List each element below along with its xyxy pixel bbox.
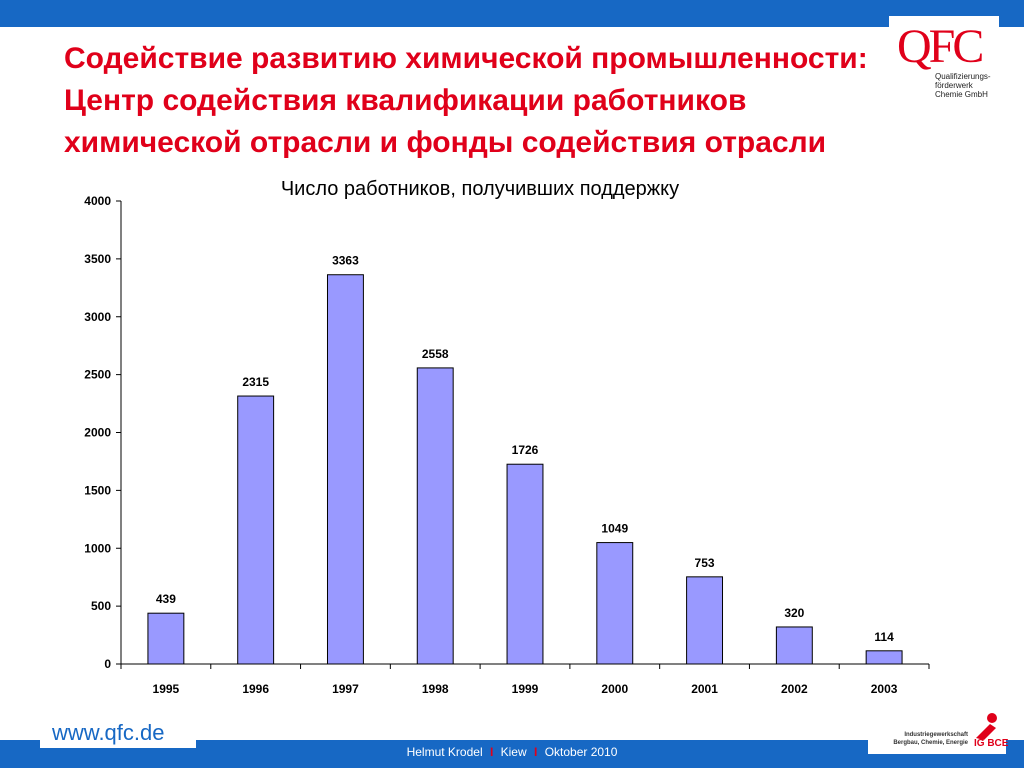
x-tick-label-1995: 1995	[153, 682, 180, 696]
bar-1999	[506, 463, 544, 665]
y-tick-label: 0	[104, 657, 111, 671]
qfc-logo-line-1: Qualifizierungs-	[935, 72, 991, 81]
data-label-2001: 753	[695, 556, 715, 570]
bar-2001	[686, 576, 724, 665]
y-tick-label: 3500	[84, 252, 111, 266]
data-label-1998: 2558	[422, 347, 449, 361]
data-label-1995: 439	[156, 592, 176, 606]
footer-date: Oktober 2010	[544, 745, 618, 759]
footer-city: Kiew	[500, 745, 527, 759]
union-name: Industriegewerkschaft Bergbau, Chemie, E…	[870, 731, 968, 747]
footer-credits: Helmut Krodel I Kiew I Oktober 2010	[0, 745, 1024, 759]
title-line-2: Центр содействия квалификации работников	[64, 84, 747, 117]
union-name-line-2: Bergbau, Chemie, Energie	[893, 740, 968, 746]
footer-separator-2: I	[534, 745, 538, 759]
footer-author: Helmut Krodel	[406, 745, 483, 759]
x-tick-label-2002: 2002	[781, 682, 808, 696]
top-bar	[0, 0, 1024, 27]
x-tick-label-2000: 2000	[601, 682, 628, 696]
title-line-1: Содействие развитию химической промышлен…	[64, 42, 868, 75]
footer-separator-1: I	[489, 745, 494, 759]
y-tick-label: 4000	[84, 194, 111, 208]
y-tick-label: 500	[91, 599, 111, 613]
bar-1998	[416, 367, 454, 665]
bar-chart: 0 500 1000 1500 2000 2500 3000 3500 4000 439 1995 2…	[84, 194, 930, 696]
union-abbreviation: IG BCE	[974, 738, 1009, 749]
chart-title: Число работников, получивших поддержку	[280, 178, 680, 200]
x-tick-label-1998: 1998	[422, 682, 449, 696]
data-label-2002: 320	[784, 606, 804, 620]
union-figure-icon	[976, 713, 997, 740]
qfc-logo: QFC Qualifizierungs- förderwerk Chemie G…	[889, 16, 999, 104]
qfc-logo-line-2: förderwerk	[935, 81, 973, 90]
y-tick-label: 1500	[84, 483, 111, 497]
qfc-logo-mark: QFC	[897, 20, 984, 73]
url-box	[40, 716, 196, 748]
bar-1997	[326, 274, 364, 665]
bar-2002	[775, 626, 813, 665]
data-label-1997: 3363	[332, 254, 359, 268]
y-tick-label: 2500	[84, 368, 111, 382]
data-label-1996: 2315	[242, 375, 269, 389]
x-tick-label-1996: 1996	[242, 682, 269, 696]
y-tick-label: 1000	[84, 541, 111, 555]
x-tick-label-1999: 1999	[512, 682, 539, 696]
website-link[interactable]: www.qfc.de	[52, 720, 165, 745]
qfc-logo-text: Qualifizierungs- förderwerk Chemie GmbH	[935, 72, 999, 99]
bar-2003	[865, 650, 903, 665]
data-label-2003: 114	[874, 630, 894, 644]
bar-1995	[147, 612, 185, 665]
bar-1996	[237, 395, 275, 665]
y-tick-label: 2000	[84, 426, 111, 440]
data-label-1999: 1726	[512, 443, 539, 457]
qfc-logo-line-3: Chemie GmbH	[935, 90, 988, 99]
page-title: Содействие развитию химической промышлен…	[64, 38, 944, 164]
y-tick-label: 3000	[84, 310, 111, 324]
x-tick-label-1997: 1997	[332, 682, 359, 696]
bar-2000	[596, 542, 634, 665]
x-tick-label-2001: 2001	[691, 682, 718, 696]
x-tick-label-2003: 2003	[871, 682, 898, 696]
data-label-2000: 1049	[601, 522, 628, 536]
union-name-line-1: Industriegewerkschaft	[904, 732, 968, 738]
title-line-3: химической отрасли и фонды содействия от…	[64, 126, 827, 159]
